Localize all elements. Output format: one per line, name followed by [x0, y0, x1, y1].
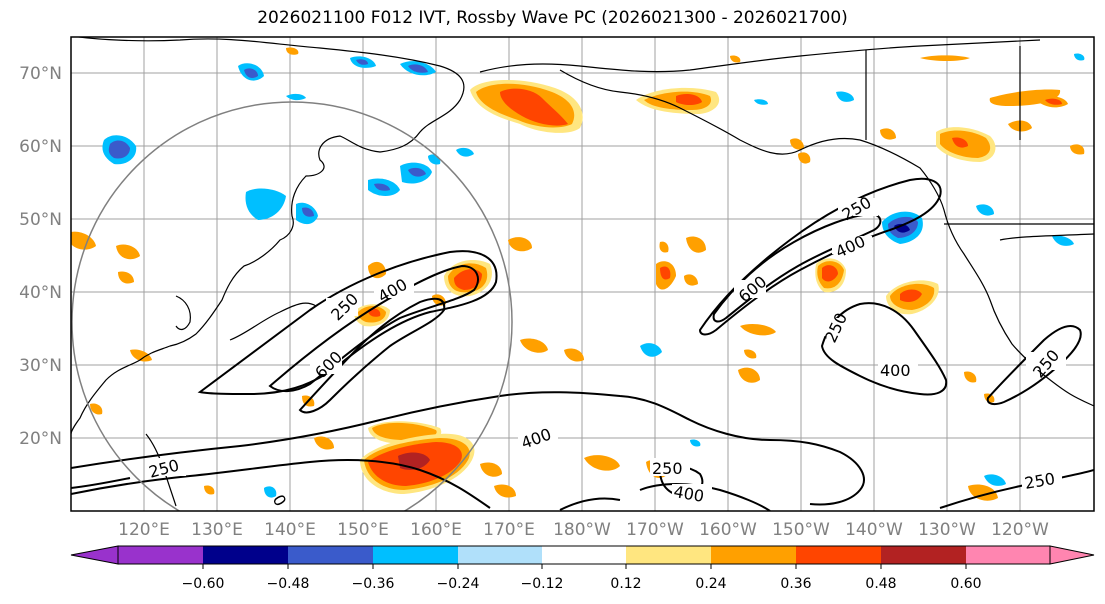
- colorbar-swatch: [542, 546, 626, 564]
- lon-label: 140°W: [845, 520, 903, 540]
- lon-label: 130°E: [191, 520, 243, 540]
- contour-label: 400: [375, 275, 411, 307]
- colorbar-tick-label: −0.36: [352, 576, 395, 592]
- lon-label: 150°E: [337, 520, 389, 540]
- lat-label: 20°N: [19, 429, 62, 449]
- lon-label: 120°E: [118, 520, 170, 540]
- lat-label: 50°N: [19, 210, 62, 230]
- contour-label: 600: [311, 347, 346, 382]
- colorbar-tick-label: −0.48: [267, 576, 310, 592]
- lon-label: 130°W: [918, 520, 976, 540]
- ivt-negative-anomaly-shading: [102, 53, 1085, 498]
- colorbar-tick-label: −0.24: [437, 576, 480, 592]
- colorbar: −0.60 −0.48 −0.36 −0.24 −0.12 0.12 0.24 …: [70, 545, 1095, 592]
- colorbar-extend-low: [70, 545, 119, 565]
- contour-label: 250: [1023, 469, 1056, 493]
- colorbar-tick-label: −0.60: [182, 576, 225, 592]
- lat-label: 70°N: [19, 64, 62, 84]
- colorbar-swatch: [796, 546, 881, 564]
- colorbar-swatch: [711, 546, 796, 564]
- lat-label: 30°N: [19, 356, 62, 376]
- colorbar-swatch: [288, 546, 373, 564]
- colorbar-swatch: [373, 546, 458, 564]
- colorbar-swatch: [203, 546, 288, 564]
- lon-label: 170°E: [483, 520, 535, 540]
- colorbar-tick-label: 0.48: [865, 576, 896, 592]
- ivt-positive-anomaly-shading: [71, 47, 1085, 501]
- map-title: 2026021100 F012 IVT, Rossby Wave PC (202…: [257, 8, 848, 28]
- colorbar-tick-label: −0.12: [521, 576, 564, 592]
- lon-label: 180°W: [553, 520, 611, 540]
- lon-label: 160°E: [410, 520, 462, 540]
- lon-label: 120°W: [991, 520, 1049, 540]
- lon-label: 140°E: [264, 520, 316, 540]
- longitude-labels: 120°E 130°E 140°E 150°E 160°E 170°E 180°…: [118, 520, 1049, 540]
- colorbar-swatch: [458, 546, 542, 564]
- colorbar-swatch: [966, 546, 1050, 564]
- colorbar-tick-label: 0.24: [695, 576, 726, 592]
- contour-label: 400: [672, 482, 705, 506]
- colorbar-swatch: [118, 546, 203, 564]
- lon-label: 160°W: [699, 520, 757, 540]
- colorbar-swatch: [626, 546, 711, 564]
- contour-label: 400: [880, 361, 911, 380]
- colorbar-swatch: [881, 546, 966, 564]
- map-frame: [70, 36, 1095, 512]
- colorbar-tick-label: 0.12: [610, 576, 641, 592]
- graticule: [71, 37, 1094, 511]
- contour-label: 250: [652, 459, 683, 478]
- lon-label: 170°W: [626, 520, 684, 540]
- colorbar-tick-label: 0.60: [950, 576, 981, 592]
- lat-label: 40°N: [19, 283, 62, 303]
- lon-label: 150°W: [772, 520, 830, 540]
- contour-label: 600: [735, 272, 771, 306]
- colorbar-extend-high: [1049, 545, 1095, 565]
- colorbar-tick-label: 0.36: [780, 576, 811, 592]
- latitude-labels: 70°N 60°N 50°N 40°N 30°N 20°N: [19, 64, 62, 449]
- lat-label: 60°N: [19, 137, 62, 157]
- rossby-wave-region-circle: [71, 101, 513, 511]
